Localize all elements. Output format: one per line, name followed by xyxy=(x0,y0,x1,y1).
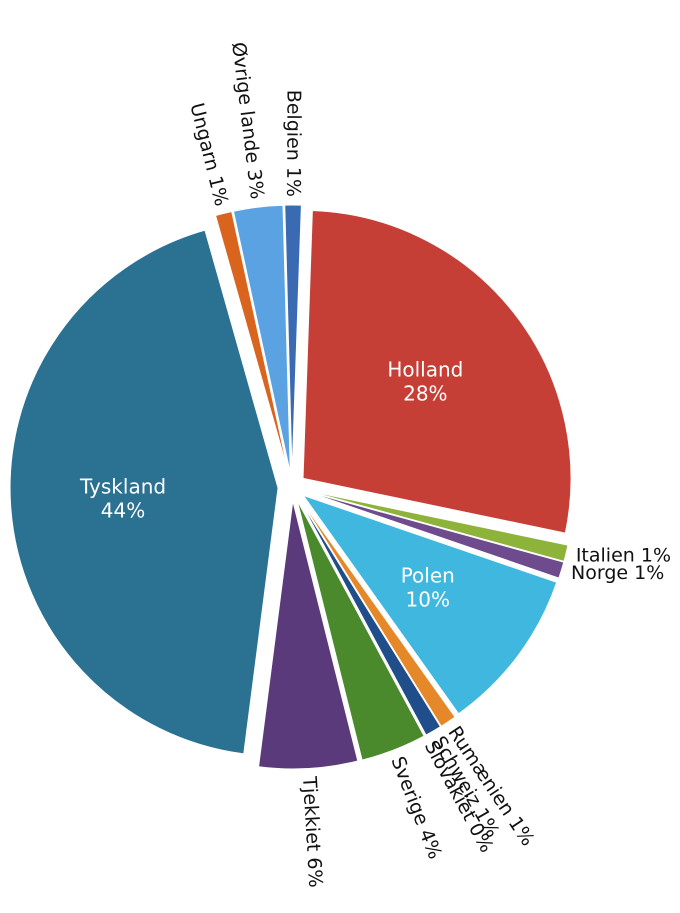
value-label: 6% xyxy=(303,857,327,888)
value-label: 1% xyxy=(504,813,539,850)
category-label: Tyskland xyxy=(79,474,166,498)
value-label: 4% xyxy=(415,826,446,862)
pie-slice xyxy=(305,490,565,579)
value-label: 10% xyxy=(406,587,450,611)
category-label: Tjekkiet xyxy=(298,775,324,852)
pie-slice xyxy=(214,210,290,474)
pie-slice xyxy=(284,204,302,474)
slice-label: Norge 1% xyxy=(571,562,664,584)
slice-label: Belgien 1% xyxy=(283,90,305,197)
slice-label: Holland 28% xyxy=(387,357,463,405)
value-label: 44% xyxy=(101,498,145,522)
pie-slice xyxy=(257,500,359,770)
category-label: Ungarn xyxy=(186,101,224,173)
pie-slice xyxy=(232,204,291,474)
value-label: 1% xyxy=(641,544,671,566)
pie-slice xyxy=(301,494,558,715)
pie-slice xyxy=(305,489,569,562)
value-label: 1% xyxy=(634,562,664,584)
pie-slice xyxy=(299,498,456,727)
pie-slice xyxy=(296,499,425,761)
pie-slice xyxy=(9,229,279,755)
pie-slice xyxy=(302,210,572,534)
category-label: Italien xyxy=(576,544,635,566)
value-label: 1% xyxy=(204,174,233,209)
slice-label: Øvrige lande 3% xyxy=(228,41,269,200)
category-label: Polen xyxy=(401,563,455,587)
slice-label: Italien 1% xyxy=(576,544,671,566)
category-label: Sverige xyxy=(387,753,433,828)
value-label: 1% xyxy=(283,167,305,197)
slice-label: Polen 10% xyxy=(401,563,455,611)
category-label: Holland xyxy=(387,357,463,381)
value-label: 28% xyxy=(403,381,447,405)
slice-label: Ungarn 1% xyxy=(186,101,233,209)
category-label: Norge xyxy=(571,562,628,584)
category-label: Belgien xyxy=(283,90,305,161)
slice-label: Tyskland 44% xyxy=(79,474,166,522)
slice-label: Tjekkiet 6% xyxy=(298,775,327,888)
category-label: Øvrige lande xyxy=(228,41,264,165)
value-label: 3% xyxy=(243,168,268,201)
